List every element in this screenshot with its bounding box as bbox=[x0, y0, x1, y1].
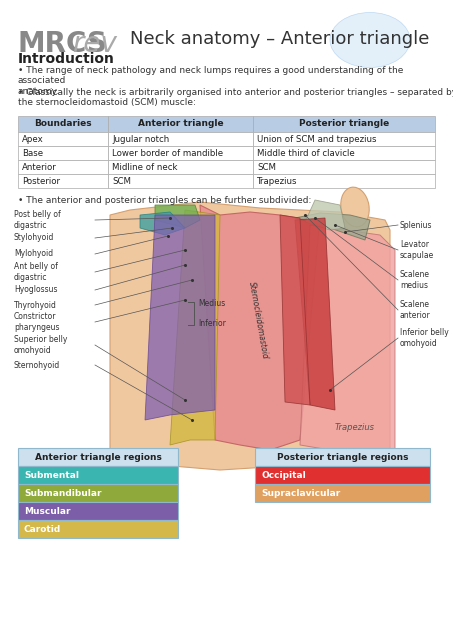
Text: Thyrohyoid: Thyrohyoid bbox=[14, 301, 57, 310]
Text: Trapezius: Trapezius bbox=[257, 177, 298, 186]
Polygon shape bbox=[300, 225, 395, 460]
Polygon shape bbox=[155, 205, 200, 228]
Bar bbox=[18, 448, 178, 466]
Text: Introduction: Introduction bbox=[18, 52, 115, 66]
Polygon shape bbox=[200, 205, 320, 450]
Ellipse shape bbox=[341, 187, 369, 227]
Text: Mylohyoid: Mylohyoid bbox=[14, 250, 53, 259]
Bar bbox=[18, 146, 108, 160]
Text: Hyoglossus: Hyoglossus bbox=[14, 285, 58, 294]
Text: Union of SCM and trapezius: Union of SCM and trapezius bbox=[257, 134, 376, 143]
Bar bbox=[18, 520, 178, 538]
Text: Posterior triangle: Posterior triangle bbox=[299, 120, 389, 129]
Text: Stylohyoid: Stylohyoid bbox=[14, 234, 54, 243]
Bar bbox=[255, 484, 430, 502]
Bar bbox=[108, 146, 253, 160]
Text: Supraclavicular: Supraclavicular bbox=[261, 488, 340, 497]
Polygon shape bbox=[140, 212, 185, 235]
Bar bbox=[18, 174, 108, 188]
Text: Neck anatomy – Anterior triangle: Neck anatomy – Anterior triangle bbox=[130, 30, 429, 48]
Text: Scalene
anterior: Scalene anterior bbox=[400, 300, 431, 320]
Polygon shape bbox=[170, 210, 220, 445]
Bar bbox=[18, 466, 178, 484]
Text: Trapezius: Trapezius bbox=[335, 423, 375, 432]
Bar bbox=[18, 132, 108, 146]
Polygon shape bbox=[280, 215, 310, 405]
Text: Base: Base bbox=[22, 148, 43, 157]
Text: Apex: Apex bbox=[22, 134, 44, 143]
Text: Anterior triangle regions: Anterior triangle regions bbox=[34, 452, 161, 461]
Polygon shape bbox=[145, 215, 215, 420]
Bar bbox=[108, 132, 253, 146]
Bar bbox=[108, 116, 253, 132]
Bar bbox=[18, 502, 178, 520]
Text: Submental: Submental bbox=[24, 470, 79, 479]
Bar bbox=[18, 160, 108, 174]
Text: • The range of neck pathology and neck lumps requires a good understanding of th: • The range of neck pathology and neck l… bbox=[18, 66, 403, 96]
Text: Submandibular: Submandibular bbox=[24, 488, 101, 497]
Text: Inferior belly
omohyoid: Inferior belly omohyoid bbox=[400, 328, 449, 348]
Polygon shape bbox=[295, 213, 370, 240]
Bar bbox=[255, 448, 430, 466]
Text: Medius: Medius bbox=[198, 298, 225, 307]
Text: Muscular: Muscular bbox=[24, 506, 71, 515]
Text: Post belly of
digastric: Post belly of digastric bbox=[14, 211, 61, 230]
Text: Splenius: Splenius bbox=[400, 221, 433, 230]
Bar bbox=[18, 484, 178, 502]
Text: Middle third of clavicle: Middle third of clavicle bbox=[257, 148, 355, 157]
Text: MRCS: MRCS bbox=[18, 30, 108, 58]
Bar bbox=[108, 160, 253, 174]
Bar bbox=[253, 160, 435, 174]
Text: Scalene
medius: Scalene medius bbox=[400, 270, 430, 290]
Polygon shape bbox=[305, 200, 345, 230]
Text: Midline of neck: Midline of neck bbox=[112, 163, 178, 172]
Bar bbox=[255, 466, 430, 484]
Text: SCM: SCM bbox=[257, 163, 276, 172]
Text: Ant belly of
digastric: Ant belly of digastric bbox=[14, 262, 58, 282]
Text: Occipital: Occipital bbox=[261, 470, 306, 479]
Text: Carotid: Carotid bbox=[24, 525, 61, 534]
Bar bbox=[253, 116, 435, 132]
Text: Anterior: Anterior bbox=[22, 163, 57, 172]
Text: Jugular notch: Jugular notch bbox=[112, 134, 169, 143]
Polygon shape bbox=[110, 202, 390, 470]
Bar bbox=[108, 174, 253, 188]
Text: Lower border of mandible: Lower border of mandible bbox=[112, 148, 223, 157]
Text: Boundaries: Boundaries bbox=[34, 120, 92, 129]
Text: SCM: SCM bbox=[112, 177, 131, 186]
Text: Levator
scapulae: Levator scapulae bbox=[400, 240, 434, 260]
Text: Anterior triangle: Anterior triangle bbox=[138, 120, 223, 129]
Text: Sternohyoid: Sternohyoid bbox=[14, 360, 60, 369]
Bar bbox=[253, 132, 435, 146]
Text: Posterior triangle regions: Posterior triangle regions bbox=[277, 452, 408, 461]
Bar bbox=[253, 146, 435, 160]
Ellipse shape bbox=[330, 13, 410, 67]
Text: Posterior: Posterior bbox=[22, 177, 60, 186]
Text: • The anterior and posterior triangles can be further subdivided:: • The anterior and posterior triangles c… bbox=[18, 196, 311, 205]
Text: Superior belly
omohyoid: Superior belly omohyoid bbox=[14, 335, 67, 355]
Text: • Classically the neck is arbitrarily organised into anterior and posterior tria: • Classically the neck is arbitrarily or… bbox=[18, 88, 453, 108]
Text: Inferior: Inferior bbox=[198, 319, 226, 328]
Polygon shape bbox=[295, 218, 335, 410]
Bar bbox=[253, 174, 435, 188]
Text: Sternocleidomastoid: Sternocleidomastoid bbox=[247, 280, 269, 360]
Bar bbox=[18, 116, 108, 132]
Text: rev: rev bbox=[72, 30, 117, 58]
Text: Constrictor
pharyngeus: Constrictor pharyngeus bbox=[14, 312, 59, 332]
